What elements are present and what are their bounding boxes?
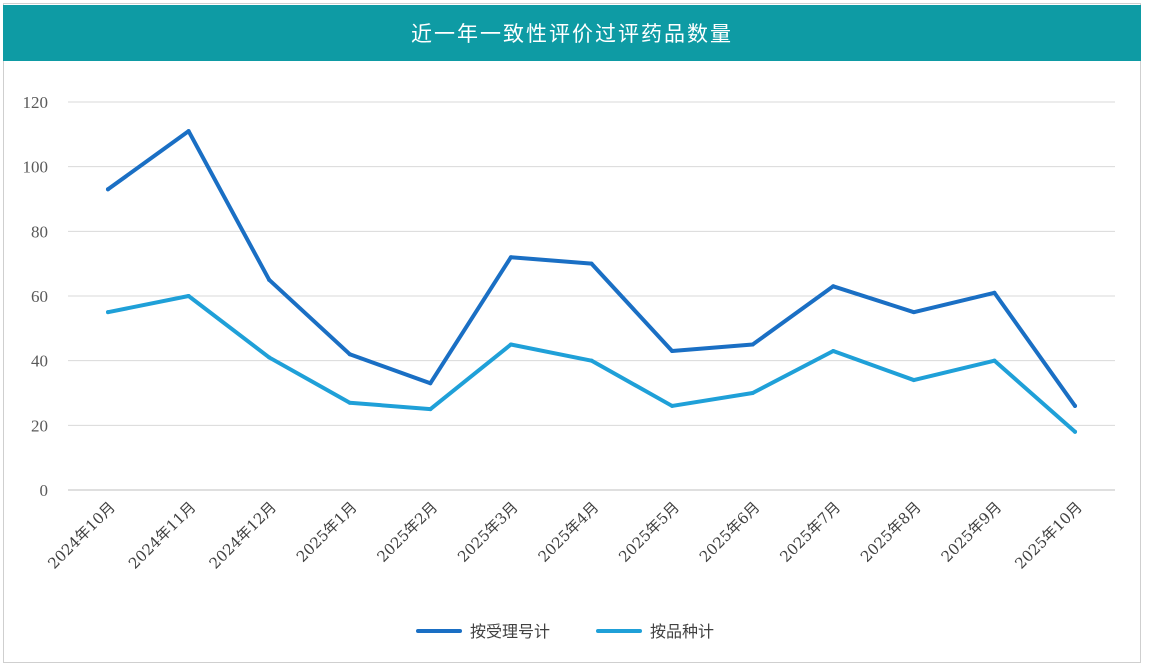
y-axis-ticks: 0 20 40 60 80 100 120 <box>23 93 49 500</box>
data-point <box>428 381 433 386</box>
data-point <box>992 358 997 363</box>
data-point <box>911 378 916 383</box>
data-point <box>1073 429 1077 434</box>
data-point <box>831 284 836 289</box>
data-point <box>347 400 352 405</box>
chart-title: 近一年一致性评价过评药品数量 <box>3 5 1141 61</box>
chart-frame <box>3 3 1141 663</box>
x-tick-label: 2025年6月 <box>696 498 764 566</box>
data-point <box>670 348 675 353</box>
y-tick-label: 80 <box>31 222 48 241</box>
series-lines <box>106 129 1077 434</box>
data-point <box>1073 403 1077 408</box>
x-tick-label: 2025年4月 <box>535 498 603 566</box>
data-point <box>589 358 594 363</box>
data-point <box>831 348 836 353</box>
series-line-2 <box>106 294 1077 434</box>
data-point <box>750 342 755 347</box>
legend-label: 按品种计 <box>650 622 714 641</box>
x-axis-ticks: 2024年10月 2024年11月 2024年12月 2025年1月 2025年2月 20… <box>44 498 1085 572</box>
data-point <box>106 187 110 192</box>
legend: 按受理号计 按品种计 <box>416 622 714 641</box>
data-point <box>106 310 110 315</box>
series-line-1 <box>106 129 1077 408</box>
x-tick-label: 2024年12月 <box>206 498 280 572</box>
legend-label: 按受理号计 <box>470 622 550 641</box>
x-tick-label: 2025年3月 <box>454 498 522 566</box>
x-tick-label: 2025年2月 <box>373 498 441 566</box>
data-point <box>186 294 191 298</box>
data-point <box>750 391 755 395</box>
x-tick-label: 2024年11月 <box>125 498 199 572</box>
x-tick-label: 2025年1月 <box>293 498 361 566</box>
y-tick-label: 20 <box>31 416 48 435</box>
y-tick-label: 120 <box>23 93 49 112</box>
data-point <box>186 129 191 134</box>
y-tick-label: 0 <box>40 481 49 500</box>
gridlines <box>68 101 1115 491</box>
y-tick-label: 60 <box>31 287 48 306</box>
x-tick-label: 2025年8月 <box>857 498 925 566</box>
data-point <box>992 290 997 295</box>
data-point <box>589 261 594 266</box>
data-point <box>267 355 272 360</box>
x-tick-label: 2025年7月 <box>776 498 844 566</box>
x-tick-label: 2025年9月 <box>938 498 1006 566</box>
data-point <box>267 277 272 282</box>
x-tick-label: 2025年5月 <box>615 498 683 566</box>
data-point <box>508 342 513 347</box>
data-point <box>428 407 433 412</box>
x-tick-label: 2024年10月 <box>44 498 118 572</box>
x-tick-label: 2025年10月 <box>1011 498 1085 572</box>
data-point <box>911 310 916 315</box>
data-point <box>670 403 675 408</box>
data-point <box>347 352 352 357</box>
y-tick-label: 40 <box>31 352 48 371</box>
y-tick-label: 100 <box>23 158 49 177</box>
data-point <box>508 255 513 260</box>
